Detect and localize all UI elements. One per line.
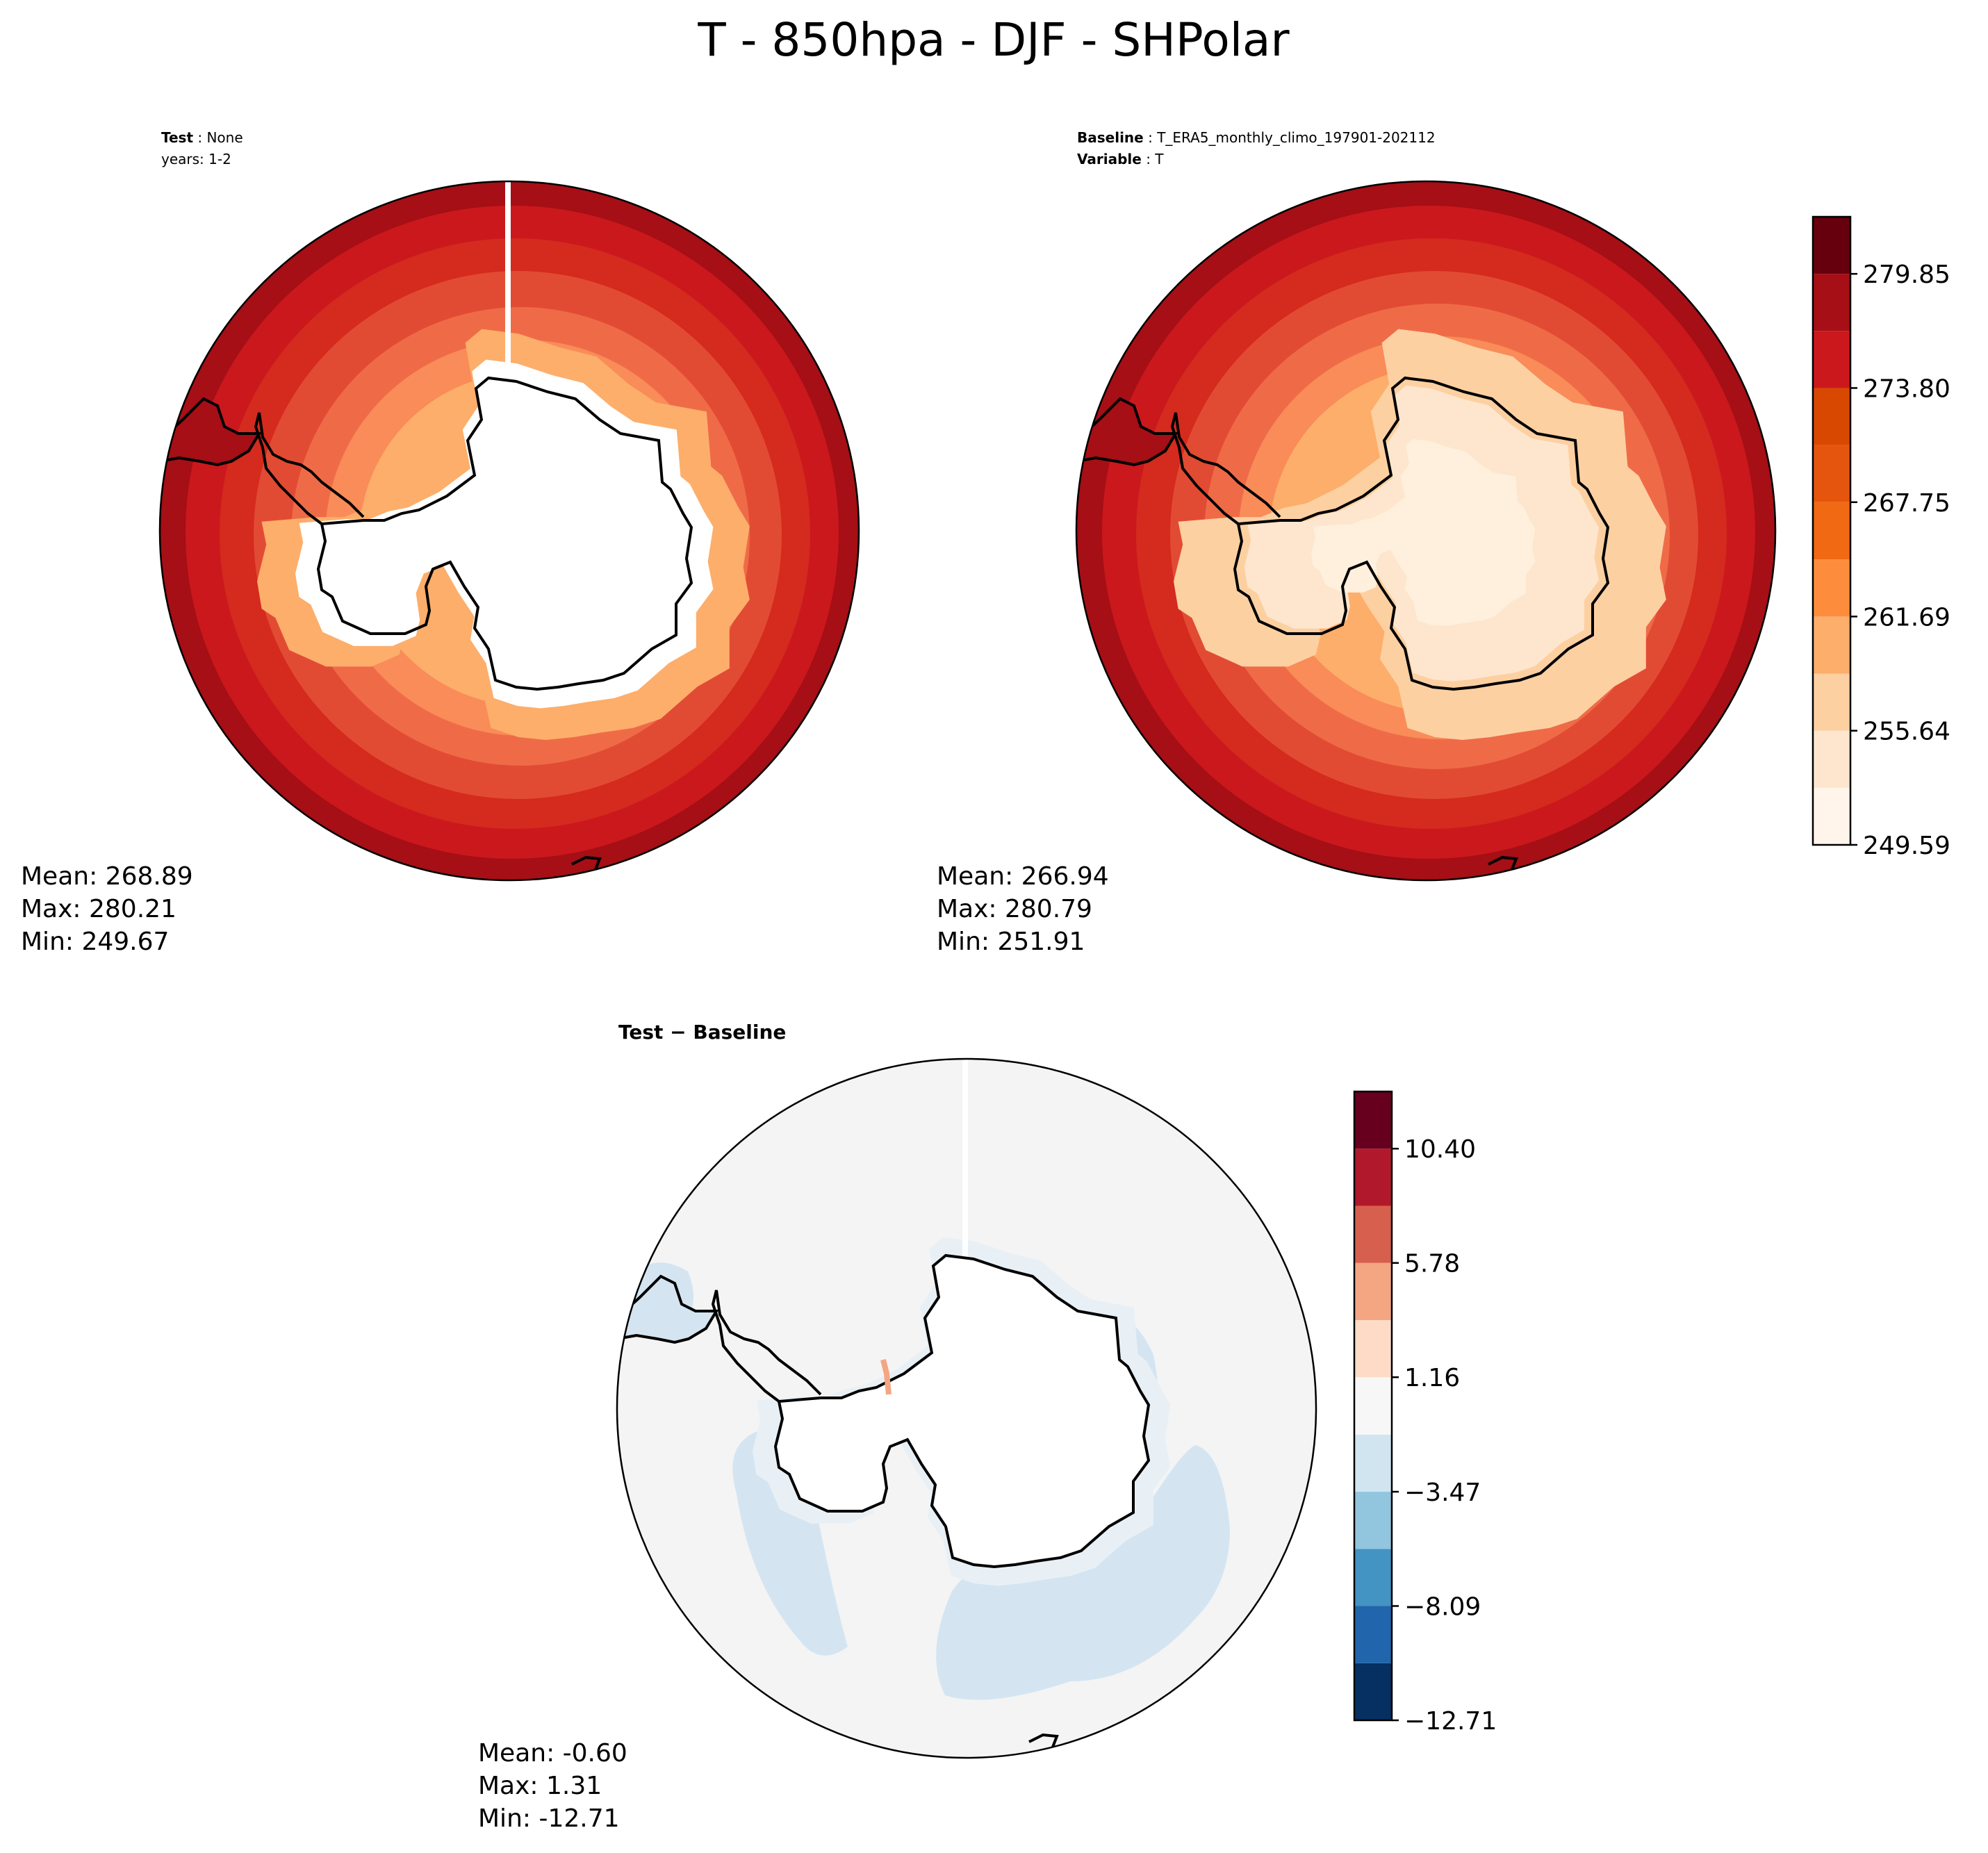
difference-colorbar-band-2	[1354, 1549, 1392, 1606]
stats-max-difference: Max: 1.31	[478, 1772, 602, 1800]
baseline-colorbar-band-0	[1813, 787, 1850, 845]
map-baseline	[1076, 181, 1775, 880]
panel-test-label-bold: Test	[161, 129, 193, 146]
panel-baseline-variable-value: T	[1154, 151, 1164, 167]
panel-baseline-label-value: T_ERA5_monthly_climo_197901-202112	[1156, 129, 1435, 146]
difference-colorbar-band-7	[1354, 1262, 1392, 1320]
baseline-colorbar-band-7	[1813, 388, 1850, 445]
baseline-colorbar-band-10	[1813, 217, 1850, 274]
baseline-colorbar-band-8	[1813, 331, 1850, 388]
panel-test-label-separator: :	[193, 129, 206, 146]
difference-colorbar-band-0	[1354, 1663, 1392, 1720]
baseline-colorbar-band-6	[1813, 445, 1850, 502]
difference-colorbar-tick-label: −3.47	[1404, 1479, 1481, 1507]
map-test	[160, 181, 859, 880]
difference-colorbar-band-10	[1354, 1092, 1392, 1149]
baseline-colorbar-band-2	[1813, 673, 1850, 731]
baseline-colorbar-band-4	[1813, 559, 1850, 617]
stats-max-baseline: Max: 280.79	[937, 895, 1092, 923]
panel-test-label: Test : None	[161, 129, 243, 146]
panel-test: Test : None years: 1-2 Mean: 268.89 Max:…	[21, 129, 860, 956]
panel-difference: Test − Baseline 10.40 5.78 1.16 −3.47 −8.09 −…	[478, 1021, 1497, 1833]
difference-colorbar-tick-label: −8.09	[1404, 1593, 1481, 1622]
panel-baseline-label: Baseline : T_ERA5_monthly_climo_197901-2…	[1077, 129, 1436, 146]
baseline-colorbar-tick-label: 255.64	[1863, 718, 1950, 746]
baseline-colorbar-tick-label: 249.59	[1863, 832, 1950, 860]
difference-colorbar-band-5	[1354, 1377, 1392, 1435]
difference-colorbar-frame	[1353, 1090, 1393, 1722]
baseline-colorbar-band-5	[1813, 502, 1850, 560]
stats-min-difference: Min: -12.71	[478, 1804, 620, 1833]
panel-baseline-variable: Variable : T	[1077, 151, 1164, 167]
map-border-baseline	[1075, 180, 1777, 882]
map-difference	[617, 1059, 1316, 1758]
difference-colorbar-tick-label: 5.78	[1404, 1250, 1460, 1278]
stats-mean-baseline: Mean: 266.94	[937, 862, 1109, 891]
panel-test-label-value: None	[206, 129, 243, 146]
baseline-colorbar-band-9	[1813, 274, 1850, 331]
difference-colorbar-tick-label: −12.71	[1404, 1707, 1497, 1736]
panel-baseline-variable-separator: :	[1142, 151, 1155, 167]
baseline-colorbar-tick-label: 273.80	[1863, 374, 1950, 403]
panel-test-years: years: 1-2	[161, 151, 231, 167]
panel-baseline-label-bold: Baseline	[1077, 129, 1144, 146]
panel-baseline: Baseline : T_ERA5_monthly_climo_197901-2…	[937, 129, 1950, 956]
difference-colorbar-band-3	[1354, 1492, 1392, 1549]
difference-colorbar-band-8	[1354, 1205, 1392, 1263]
baseline-colorbar-tick-label: 267.75	[1863, 489, 1950, 518]
stats-mean-difference: Mean: -0.60	[478, 1739, 627, 1768]
colorbar-difference: 10.40 5.78 1.16 −3.47 −8.09 −12.71	[1353, 1090, 1497, 1736]
colorbar-baseline: 279.85 273.80 267.75 261.69 255.64 249.59	[1812, 215, 1950, 860]
stats-min-baseline: Min: 251.91	[937, 928, 1085, 956]
difference-colorbar-tick-label: 10.40	[1404, 1135, 1476, 1164]
baseline-colorbar-band-3	[1813, 616, 1850, 674]
map-border-difference	[616, 1057, 1317, 1759]
difference-colorbar-band-6	[1354, 1319, 1392, 1378]
baseline-colorbar-tick-label: 279.85	[1863, 261, 1950, 289]
baseline-colorbar-tick-label: 261.69	[1863, 603, 1950, 632]
stats-max-test: Max: 280.21	[21, 895, 176, 923]
baseline-colorbar-band-1	[1813, 730, 1850, 788]
stats-mean-test: Mean: 268.89	[21, 862, 193, 891]
figure-title: T - 850hpa - DJF - SHPolar	[697, 13, 1290, 67]
panel-diff-label: Test − Baseline	[618, 1021, 786, 1044]
difference-colorbar-band-9	[1354, 1148, 1392, 1206]
panel-baseline-label-separator: :	[1144, 129, 1157, 146]
stats-min-test: Min: 249.67	[21, 928, 169, 956]
difference-colorbar-tick-label: 1.16	[1404, 1364, 1460, 1392]
difference-colorbar-band-4	[1354, 1434, 1392, 1492]
map-border-test	[158, 180, 860, 882]
baseline-colorbar-frame	[1812, 215, 1852, 846]
difference-colorbar-band-1	[1354, 1606, 1392, 1663]
panel-baseline-variable-bold: Variable	[1077, 151, 1142, 167]
